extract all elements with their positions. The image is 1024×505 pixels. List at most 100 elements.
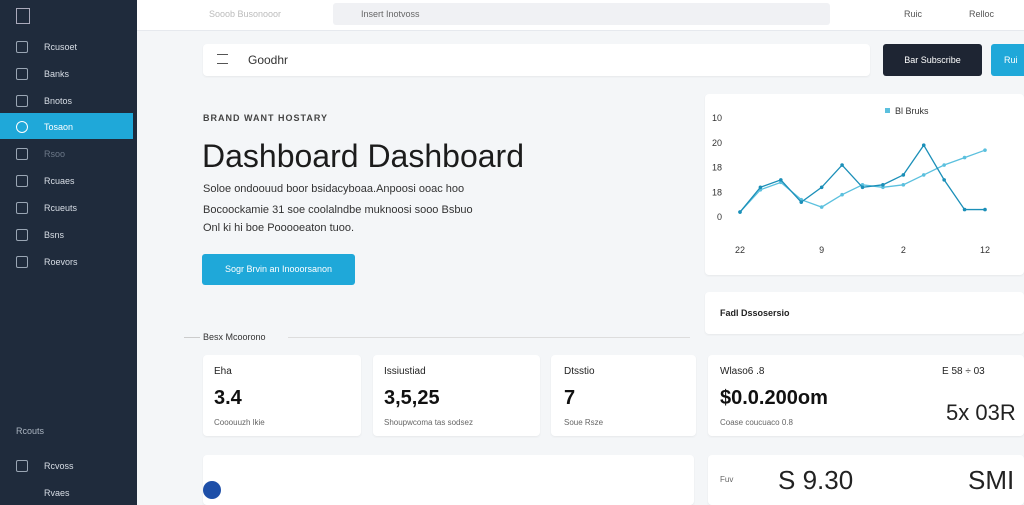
- section-title: Rcouts: [16, 426, 45, 436]
- y-tick-label: 10: [712, 113, 722, 123]
- point: [840, 192, 844, 197]
- hero-body: Onl ki hi boe Pooooeaton tuoo.: [203, 222, 355, 234]
- primary-button[interactable]: Bar Subscribe: [883, 44, 982, 76]
- hero-body: Soloe ondoouud boor bsidacyboaa.Anpoosi …: [203, 183, 465, 195]
- stat-value: $0.0.200om: [720, 387, 828, 409]
- legend-swatch: [885, 108, 890, 113]
- icon: [16, 460, 28, 472]
- y-tick-label: 0: [717, 212, 722, 222]
- point: [983, 207, 987, 212]
- nav-item[interactable]: Rcueuts: [44, 203, 78, 213]
- rule: [288, 337, 690, 338]
- eyebrow: BRAND WANT HOSTARY: [203, 113, 328, 123]
- icon: [16, 41, 28, 53]
- stat-card: Wlaso6 .8 $0.0.200om Coase coucuaco 0.8 …: [708, 355, 1024, 436]
- icon: [16, 95, 28, 107]
- sidebar: Rcusoet Banks Bnotos Tosaon Rsoo Rcuaes …: [0, 0, 137, 505]
- y-tick-label: 20: [712, 138, 722, 148]
- stat-card: Eha 3.4 Cooouuzh lkie: [203, 355, 361, 436]
- input-box[interactable]: Goodhr: [203, 44, 870, 76]
- nav-item[interactable]: Bnotos: [44, 96, 73, 106]
- point: [962, 207, 967, 212]
- stat-card: Issiustiad 3,5,25 Shoupwcoma tas sodsez: [373, 355, 540, 436]
- legend-label: Bl Bruks: [895, 106, 929, 116]
- chart-card: 0 18 18 20 10 22 9 2 12 Bl Bruks: [705, 94, 1024, 275]
- y-tick-label: 18: [712, 187, 722, 197]
- x-tick-label: 12: [980, 245, 990, 255]
- rule: [184, 337, 200, 338]
- top-action[interactable]: Ruic: [904, 9, 923, 19]
- bottom-value: S 9.30: [778, 465, 854, 495]
- logo: [16, 8, 30, 24]
- menu-icon: [217, 54, 228, 64]
- breadcrumb: Sooob Busonooor: [209, 9, 282, 19]
- point: [921, 173, 926, 177]
- point: [962, 155, 967, 160]
- point: [983, 148, 987, 152]
- icon: [16, 175, 28, 187]
- point: [942, 178, 946, 182]
- point: [942, 163, 946, 167]
- point: [840, 163, 844, 167]
- x-tick-label: 9: [819, 245, 824, 255]
- nav-item[interactable]: Rvaes: [44, 488, 70, 498]
- point: [758, 185, 763, 190]
- hero-title: Dashboard Dashboard: [202, 138, 524, 174]
- hero-button[interactable]: Sogr Brvin an Inooorsanon: [202, 254, 355, 285]
- point: [819, 185, 824, 190]
- stat-label: Wlaso6 .8: [720, 366, 765, 377]
- icon: [16, 256, 28, 268]
- avatar: [203, 481, 221, 499]
- search-box[interactable]: Insert Inotvoss: [333, 3, 830, 25]
- nav-item[interactable]: Rcvoss: [44, 461, 74, 471]
- top-action[interactable]: Relloc: [969, 9, 995, 19]
- point: [921, 143, 926, 148]
- y-tick-label: 18: [712, 163, 722, 173]
- icon: [16, 202, 28, 214]
- hero-body: Bocoockamie 31 soe coolalndbe muknoosi s…: [203, 204, 473, 216]
- icon: [16, 121, 28, 133]
- stat-caption: Soue Rsze: [564, 418, 604, 427]
- stat-value: 3,5,25: [384, 387, 440, 409]
- nav-item[interactable]: Rsoo: [44, 149, 66, 159]
- section-label: Besx Mcoorono: [203, 332, 266, 342]
- point: [799, 200, 804, 204]
- stat-caption: Coase coucuaco 0.8: [720, 418, 793, 427]
- point: [881, 183, 885, 187]
- nav-item[interactable]: Roevors: [44, 257, 78, 267]
- icon: [16, 148, 28, 160]
- nav-item[interactable]: Rcuaes: [44, 176, 75, 186]
- bottom-value: SMI: [968, 465, 1015, 495]
- stat-label: E 58 ÷ 03: [942, 366, 985, 377]
- stat-value: 5x 03R: [946, 400, 1016, 425]
- point: [779, 178, 783, 182]
- topbar: Sooob Busonooor Insert Inotvoss Ruic Rel…: [137, 0, 1024, 31]
- x-tick-label: 2: [901, 245, 906, 255]
- bottom-card: [203, 455, 694, 505]
- point: [901, 183, 906, 187]
- nav-item[interactable]: Banks: [44, 69, 70, 79]
- point: [901, 173, 906, 177]
- bottom-label: Fuv: [720, 475, 734, 484]
- chart: 0 18 18 20 10 22 9 2 12 Bl Bruks: [712, 106, 990, 255]
- stat-value: 7: [564, 387, 576, 409]
- secondary-button[interactable]: Rui: [991, 44, 1024, 76]
- stat-label: Issiustiad: [384, 366, 426, 377]
- nav-item[interactable]: Tosaon: [44, 122, 74, 132]
- search-text: Insert Inotvoss: [361, 9, 420, 19]
- series-line: [739, 144, 985, 213]
- x-tick-label: 22: [735, 245, 745, 255]
- point: [738, 210, 742, 214]
- stat-caption: Cooouuzh lkie: [214, 418, 265, 427]
- point: [881, 185, 885, 190]
- panel: Fadl Dssosersio: [705, 292, 1024, 334]
- bottom-card: Fuv S 9.30 SMI: [708, 455, 1024, 505]
- stat-label: Dtsstio: [564, 366, 595, 377]
- nav-item[interactable]: Bsns: [44, 230, 65, 240]
- nav-item[interactable]: Rcusoet: [44, 42, 78, 52]
- panel-title: Fadl Dssosersio: [720, 308, 790, 318]
- stat-card: Dtsstio 7 Soue Rsze: [551, 355, 696, 436]
- stat-label: Eha: [214, 366, 232, 377]
- icon: [16, 68, 28, 80]
